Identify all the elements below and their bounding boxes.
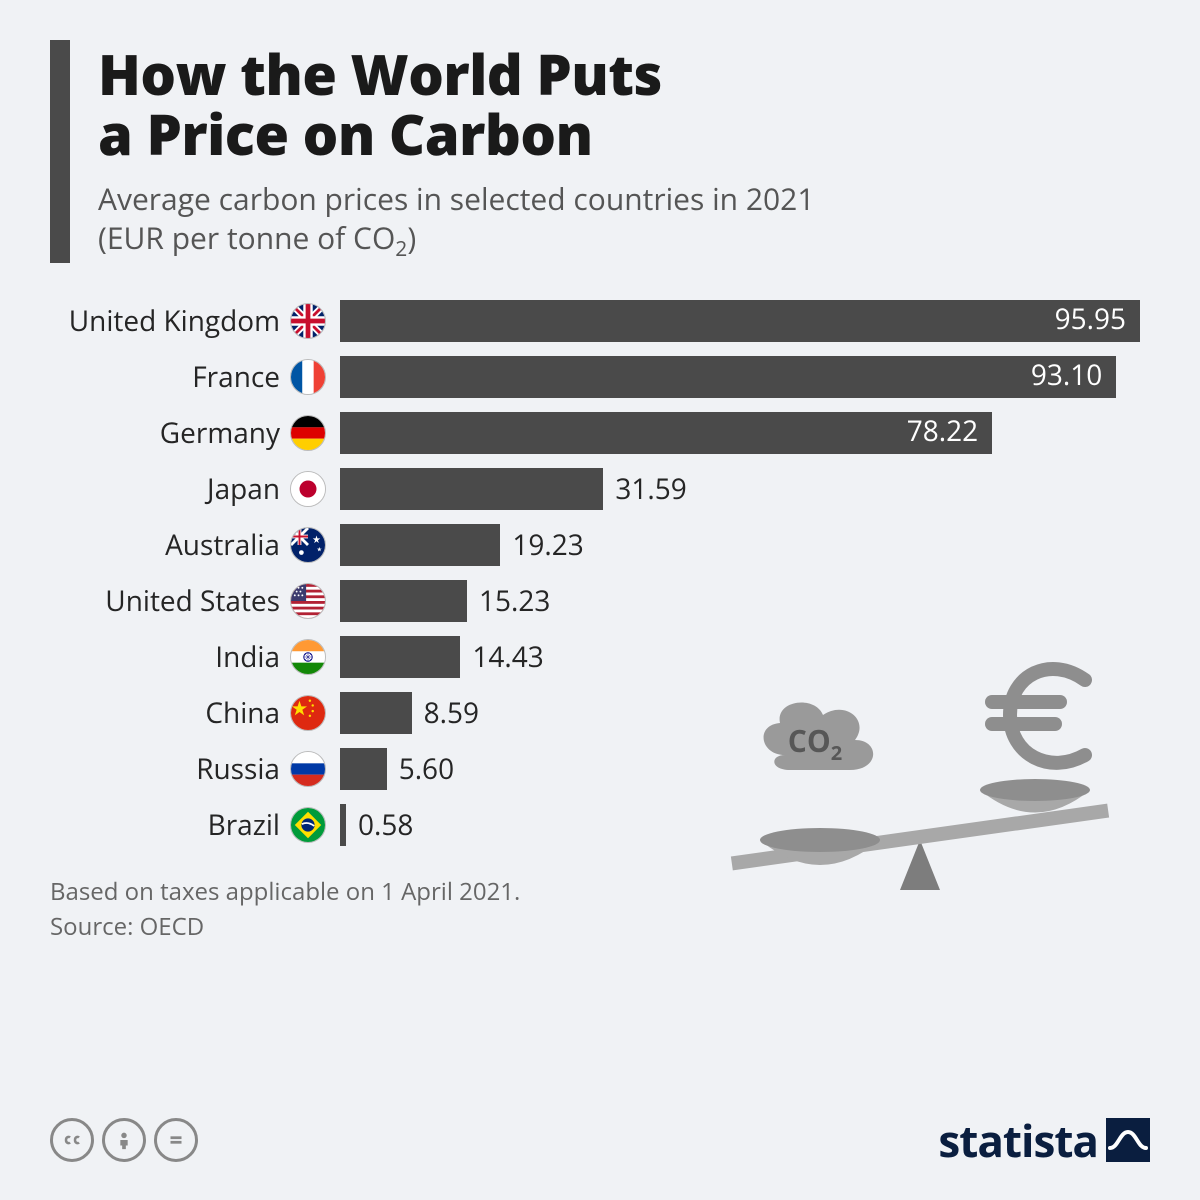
bar-area: 95.95 [340, 300, 1150, 342]
flag-fr-icon [290, 359, 326, 395]
bottom-bar: statista [50, 1110, 1150, 1170]
country-label: United States [50, 582, 290, 620]
bar-value: 19.23 [512, 526, 583, 564]
chart-row: Japan 31.59 [50, 461, 1150, 517]
bar-value: 93.10 [1031, 356, 1102, 394]
country-label: Brazil [50, 806, 290, 844]
bar: 95.95 [340, 300, 1140, 342]
country-label: Germany [50, 414, 290, 452]
bar-area: 31.59 [340, 468, 1150, 510]
subtitle-sub: 2 [395, 235, 407, 263]
bar-value: 31.59 [615, 470, 686, 508]
brand-text: statista [938, 1110, 1098, 1170]
title-line-2: a Price on Carbon [98, 96, 593, 172]
bar-area: 15.23 [340, 580, 1150, 622]
bar [340, 468, 603, 510]
chart-row: Germany 78.22 [50, 405, 1150, 461]
subtitle: Average carbon prices in selected countr… [98, 179, 814, 263]
chart-row: France 93.10 [50, 349, 1150, 405]
bar [340, 636, 460, 678]
flag-br-icon [290, 807, 326, 843]
cc-license-icons [50, 1118, 198, 1162]
chart-row: Australia 19.23 [50, 517, 1150, 573]
bar-area: 78.22 [340, 412, 1150, 454]
flag-au-icon [290, 527, 326, 563]
bar-value: 78.22 [907, 412, 978, 450]
subtitle-post: ) [407, 217, 416, 258]
flag-us-icon [290, 583, 326, 619]
by-icon [102, 1118, 146, 1162]
flag-cn-icon [290, 695, 326, 731]
cc-icon [50, 1118, 94, 1162]
country-label: India [50, 638, 290, 676]
bar-value: 95.95 [1055, 300, 1126, 338]
country-label: United Kingdom [50, 302, 290, 340]
bar-value: 15.23 [479, 582, 550, 620]
bar [340, 524, 500, 566]
flag-de-icon [290, 415, 326, 451]
bar [340, 804, 346, 846]
flag-in-icon [290, 639, 326, 675]
bar-value: 14.43 [472, 638, 543, 676]
flag-ru-icon [290, 751, 326, 787]
bar [340, 580, 467, 622]
flag-jp-icon [290, 471, 326, 507]
statista-wave-icon [1106, 1118, 1150, 1162]
bar-area: 93.10 [340, 356, 1150, 398]
accent-bar [50, 40, 70, 263]
statista-logo: statista [938, 1110, 1150, 1170]
nd-icon [154, 1118, 198, 1162]
bar [340, 692, 412, 734]
flag-uk-icon [290, 303, 326, 339]
page-title: How the World Puts a Price on Carbon [98, 44, 814, 165]
country-label: Australia [50, 526, 290, 564]
header: How the World Puts a Price on Carbon Ave… [50, 40, 1150, 263]
bar-value: 5.60 [399, 750, 454, 788]
bar: 78.22 [340, 412, 992, 454]
bar-area: 19.23 [340, 524, 1150, 566]
bar-value: 8.59 [424, 694, 479, 732]
bar [340, 748, 387, 790]
bar: 93.10 [340, 356, 1116, 398]
country-label: China [50, 694, 290, 732]
subtitle-text: Average carbon prices in selected countr… [98, 178, 814, 258]
country-label: France [50, 358, 290, 396]
country-label: Japan [50, 470, 290, 508]
bar-value: 0.58 [358, 806, 413, 844]
scale-illustration: CO2 [700, 620, 1130, 920]
chart-row: United Kingdom 95.95 [50, 293, 1150, 349]
country-label: Russia [50, 750, 290, 788]
